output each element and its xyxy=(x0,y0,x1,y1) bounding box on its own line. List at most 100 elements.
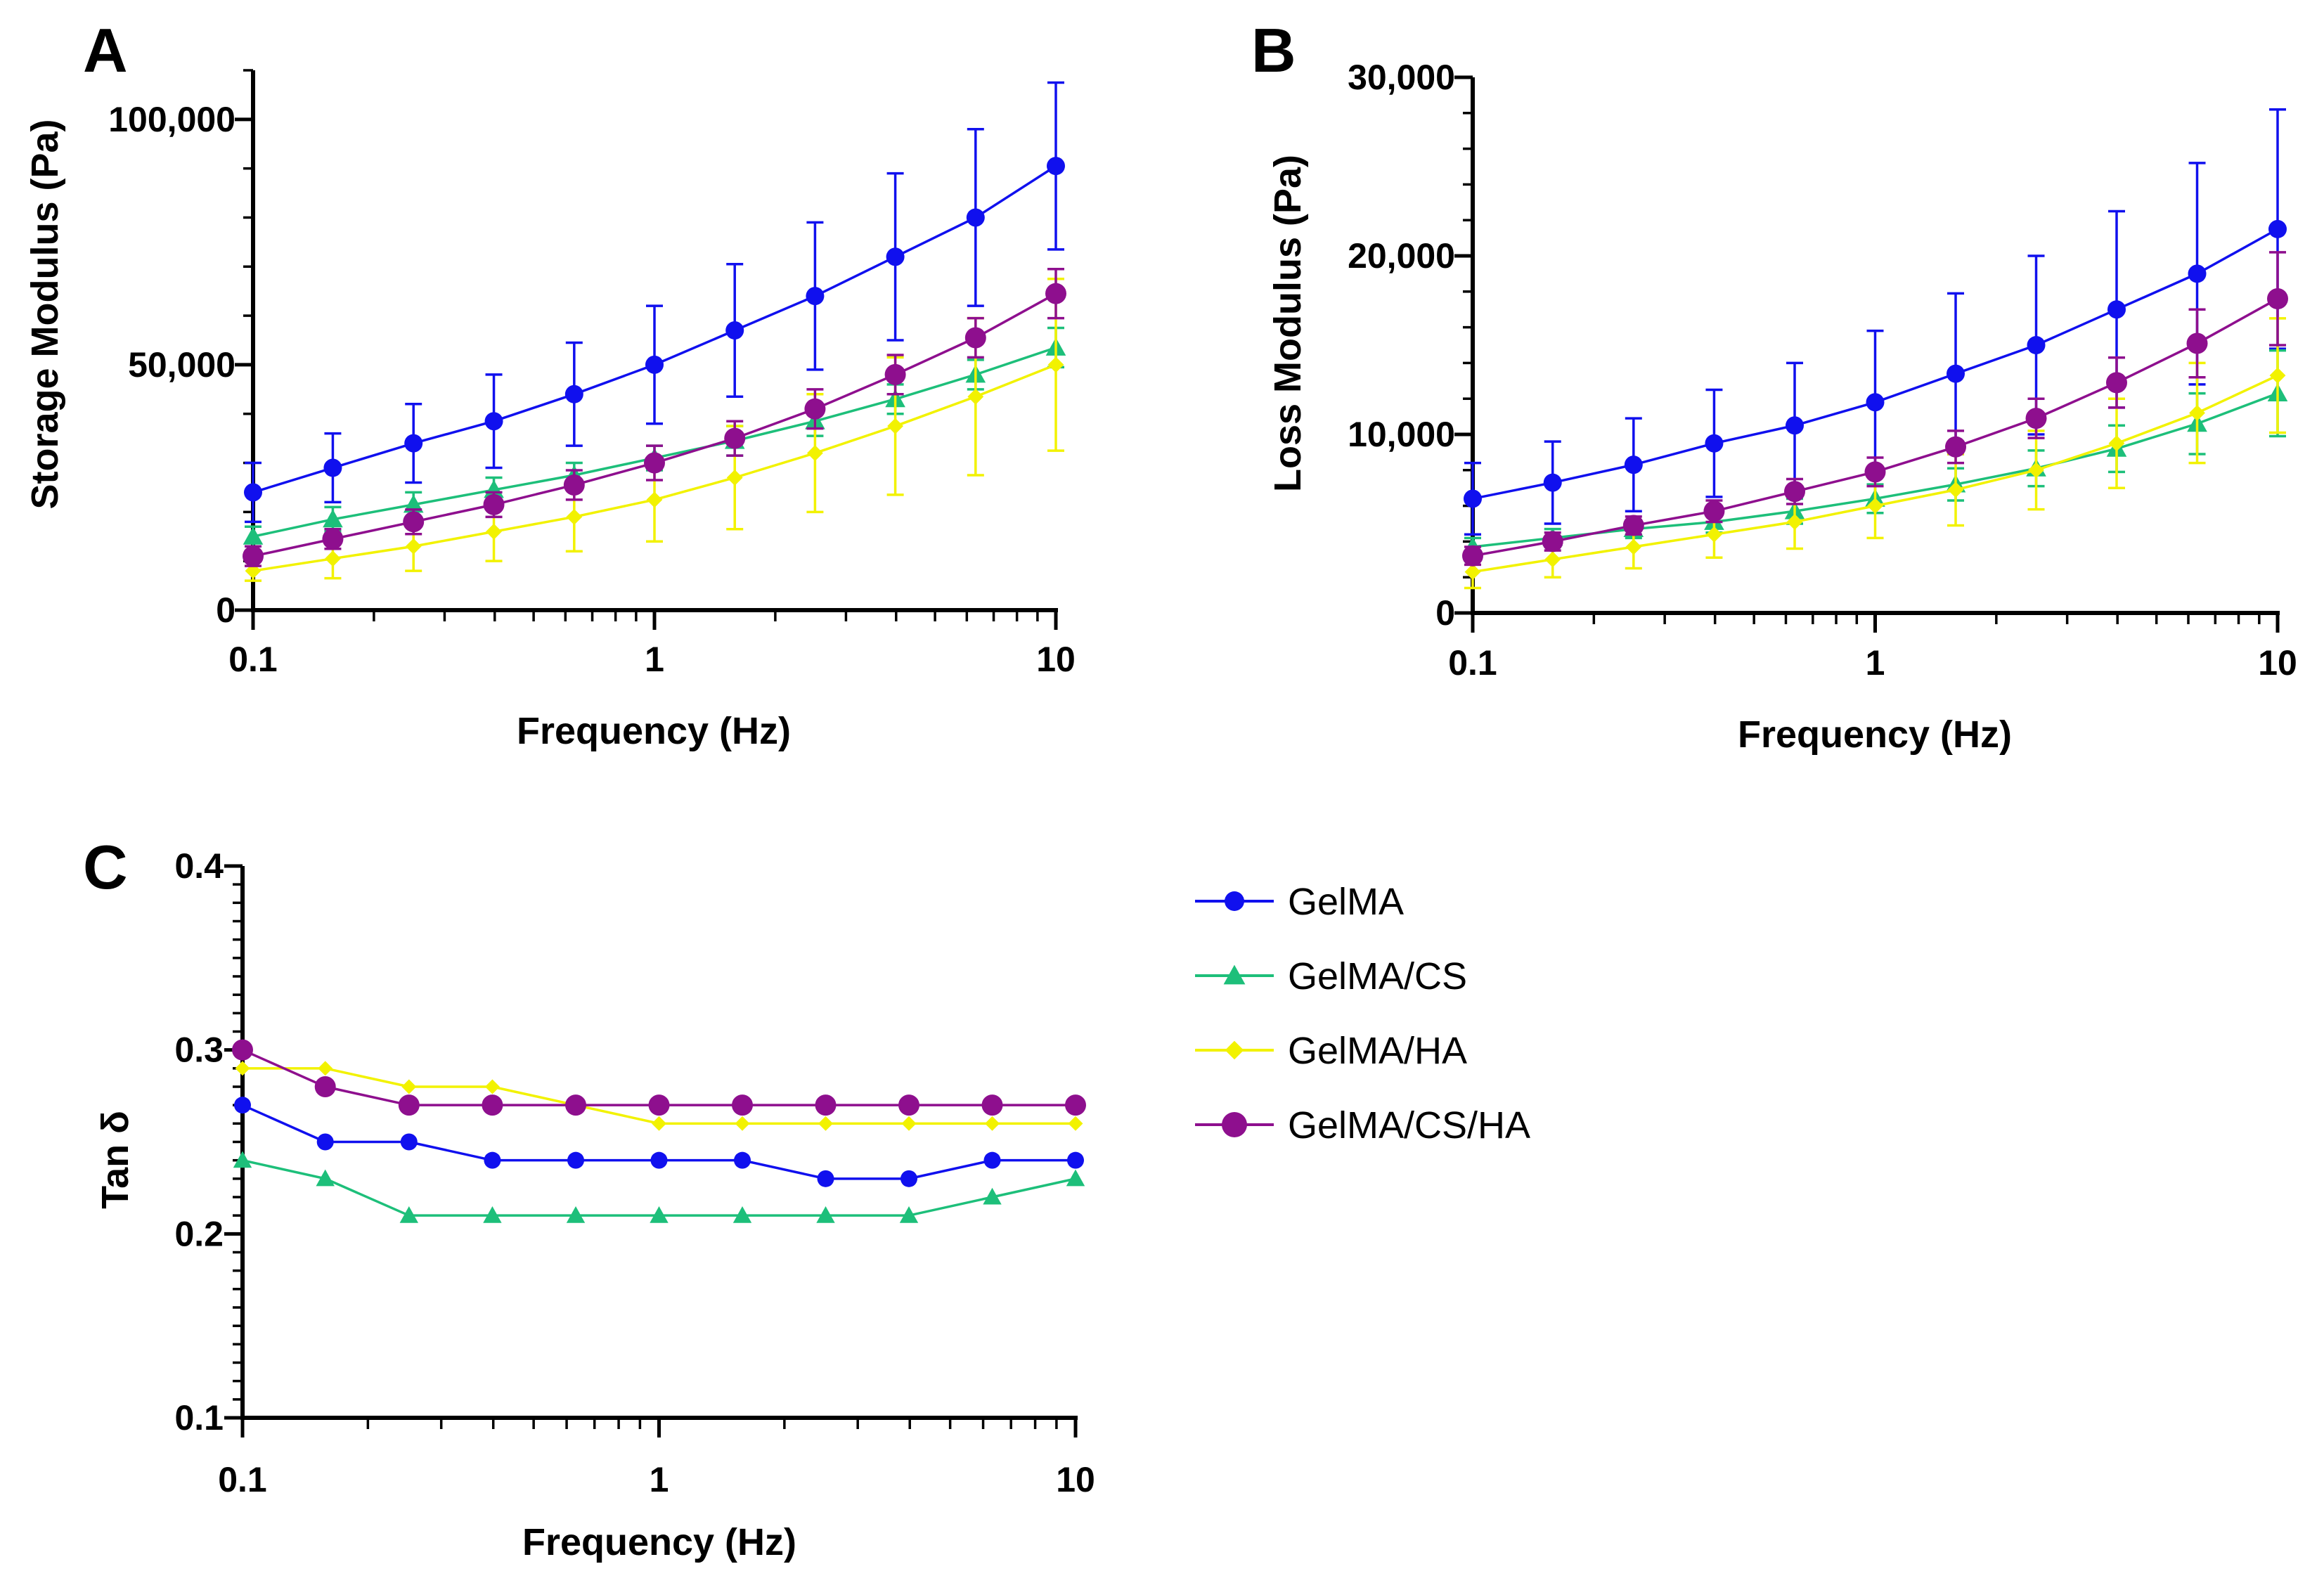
legend-label: GelMA/CS xyxy=(1288,955,1467,997)
data-point xyxy=(2186,332,2208,354)
data-point xyxy=(898,1094,919,1116)
data-point xyxy=(233,1151,252,1168)
panel-letter: B xyxy=(1251,15,1296,85)
plot-area: 0 10,000 20,000 30,000 0.1 1 10 xyxy=(1348,58,2297,683)
data-point xyxy=(400,1133,418,1151)
data-point xyxy=(886,247,905,266)
data-point xyxy=(1622,515,1644,536)
data-point xyxy=(232,1039,253,1061)
series-gelma-ha xyxy=(1464,317,2286,590)
plot-area: 0.1 0.2 0.3 0.4 0.1 1 10 xyxy=(174,846,1095,1499)
data-point xyxy=(983,1151,1001,1169)
x-axis-title: Frequency (Hz) xyxy=(517,710,791,752)
data-point xyxy=(732,1206,752,1223)
data-point xyxy=(566,508,583,525)
series-gelma-cs-ha xyxy=(232,1039,1086,1116)
data-point xyxy=(398,1094,420,1116)
data-point xyxy=(1045,283,1066,304)
y-axis-title: Tan δ xyxy=(94,1111,136,1209)
y-tick-label: 20,000 xyxy=(1348,236,1455,276)
data-point xyxy=(804,398,826,420)
data-point xyxy=(243,545,264,567)
data-point xyxy=(1867,498,1883,514)
diamond-icon xyxy=(1225,1040,1244,1060)
data-point xyxy=(1947,364,1965,383)
y-tick-label: 10,000 xyxy=(1348,415,1455,454)
legend-item: GelMA/CS/HA xyxy=(1195,1104,1530,1146)
data-point xyxy=(1624,455,1643,474)
circle-icon xyxy=(1222,1112,1247,1137)
data-point xyxy=(807,445,823,461)
data-point xyxy=(235,1061,250,1076)
data-point xyxy=(323,509,343,528)
data-point xyxy=(314,1076,336,1097)
data-point xyxy=(316,1169,335,1187)
data-point xyxy=(817,1170,834,1187)
series-gelma xyxy=(1464,108,2287,536)
data-point xyxy=(243,526,264,545)
data-point xyxy=(486,523,502,540)
data-point xyxy=(901,1116,917,1131)
data-point xyxy=(967,388,984,405)
data-point xyxy=(404,434,423,453)
data-point xyxy=(985,1116,1000,1131)
data-point xyxy=(652,1116,666,1131)
y-tick-label: 0.1 xyxy=(174,1398,224,1437)
data-point xyxy=(1945,436,1967,458)
data-point xyxy=(2108,435,2125,452)
x-tick-label: 10 xyxy=(2258,643,2297,683)
data-point xyxy=(1784,481,1806,503)
data-point xyxy=(1544,551,1561,568)
data-point xyxy=(650,1151,668,1169)
data-point xyxy=(1864,461,1886,483)
data-point xyxy=(483,493,505,515)
legend-label: GelMA xyxy=(1288,881,1404,923)
data-point xyxy=(900,1170,917,1187)
triangle-icon xyxy=(1223,964,1246,985)
series-gelma-cs xyxy=(233,1151,1085,1223)
data-point xyxy=(2025,408,2047,429)
x-tick-label: 0.1 xyxy=(1448,643,1497,683)
y-axis-title: Storage Modulus (Pa) xyxy=(24,119,66,509)
data-point xyxy=(567,1151,585,1169)
data-point xyxy=(1947,482,1964,498)
data-point xyxy=(566,1206,586,1223)
data-point xyxy=(403,494,424,513)
data-point xyxy=(484,1079,500,1094)
data-point xyxy=(484,1151,501,1169)
data-point xyxy=(650,1206,669,1223)
data-point xyxy=(1068,1116,1083,1131)
data-point xyxy=(2268,219,2287,238)
data-point xyxy=(816,1206,835,1223)
data-point xyxy=(725,321,744,340)
data-point xyxy=(1047,356,1064,373)
data-point xyxy=(1706,526,1722,543)
data-point xyxy=(899,1206,919,1223)
x-axis-title: Frequency (Hz) xyxy=(522,1521,796,1563)
data-point xyxy=(1786,416,1805,435)
series-gelma-cs-ha xyxy=(1462,251,2288,567)
data-point xyxy=(482,1094,503,1116)
x-axis-title: Frequency (Hz) xyxy=(1738,713,2012,756)
data-point xyxy=(734,1151,751,1169)
data-point xyxy=(1066,1169,1085,1187)
data-point xyxy=(1625,538,1642,555)
legend-item: GelMA/CS xyxy=(1195,955,1467,997)
data-point xyxy=(1462,545,1483,567)
x-tick-label: 10 xyxy=(1056,1460,1095,1499)
circle-icon xyxy=(1225,891,1244,911)
data-point xyxy=(244,483,262,502)
y-tick-label: 0.2 xyxy=(174,1214,224,1253)
y-tick-label: 30,000 xyxy=(1348,58,1455,97)
data-point xyxy=(806,287,825,306)
data-point xyxy=(724,427,746,449)
y-tick-label: 50,000 xyxy=(128,345,235,385)
data-point xyxy=(645,355,664,374)
data-point xyxy=(322,528,344,550)
data-point xyxy=(818,1116,833,1131)
data-point xyxy=(735,1116,750,1131)
tan-delta-chart: C Tan δ Frequency (Hz) 0.1 0.2 0.3 0.4 0.1 1 1… xyxy=(83,832,1095,1563)
data-point xyxy=(2267,287,2288,309)
data-point xyxy=(983,1187,1002,1205)
